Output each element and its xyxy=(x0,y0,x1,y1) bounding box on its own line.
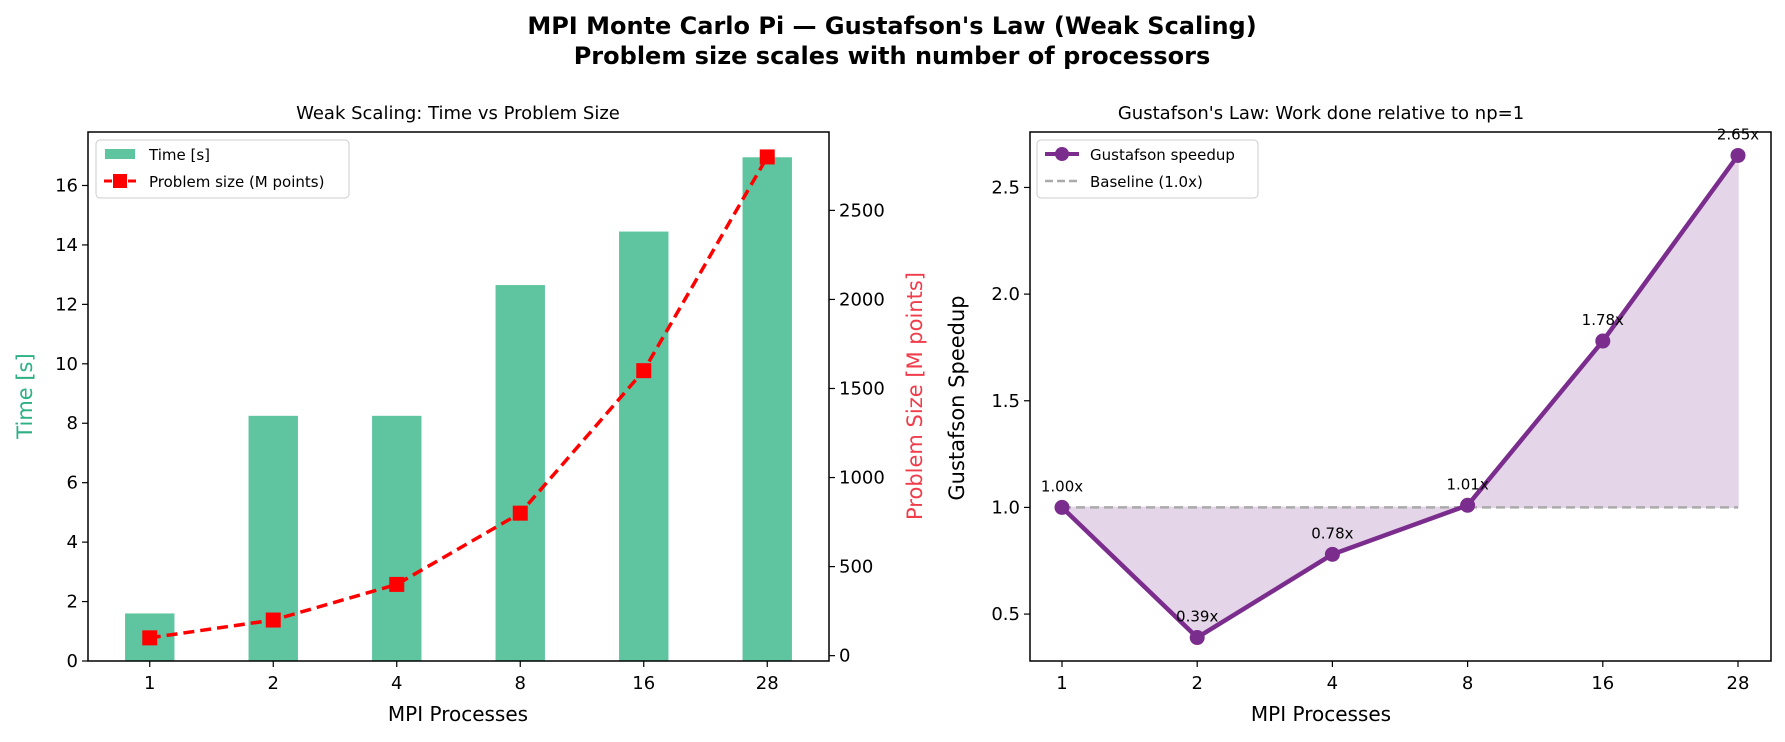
left-y-tick-label-8: 8 xyxy=(67,413,78,434)
problem-size-marker-28 xyxy=(759,149,775,165)
left-chart-title: Weak Scaling: Time vs Problem Size xyxy=(296,103,620,124)
left-x-tick-label-16: 16 xyxy=(632,673,655,694)
right-y-tick-label-1000: 1000 xyxy=(839,468,885,489)
right-x-tick-label-2: 2 xyxy=(1191,673,1202,694)
speedup-marker-16 xyxy=(1595,333,1611,349)
legend-problem-size-marker xyxy=(113,174,127,188)
figure-suptitle-line1: MPI Monte Carlo Pi — Gustafson's Law (We… xyxy=(527,12,1256,40)
legend-speedup-marker xyxy=(1055,147,1069,161)
right-plot-area: 1.00x 0.39x 0.78x 1.01x 1.78x 2.65x 1 2 4 8 16 28 0.… xyxy=(991,125,1772,694)
speedup-marker-28 xyxy=(1730,147,1746,163)
right-plot-frame xyxy=(1029,131,1772,662)
speedup-data-label-4: 0.78x xyxy=(1311,524,1353,542)
speedup-data-label-16: 1.78x xyxy=(1582,311,1624,329)
right-x-tick-label-4: 4 xyxy=(1327,673,1338,694)
time-bar-4 xyxy=(372,415,422,661)
left-y-tick-label-14: 14 xyxy=(55,235,78,256)
speedup-data-label-1: 1.00x xyxy=(1041,477,1083,495)
speedup-y-tick-label-1.5: 1.5 xyxy=(991,391,1020,412)
left-y-tick-label-2: 2 xyxy=(67,592,78,613)
left-x-tick-label-2: 2 xyxy=(268,673,279,694)
left-y-tick-label-16: 16 xyxy=(55,175,78,196)
right-legend: Gustafson speedup Baseline (1.0x) xyxy=(1036,139,1259,199)
speedup-y-tick-label-2.5: 2.5 xyxy=(991,177,1020,198)
speedup-marker-1 xyxy=(1054,499,1070,515)
left-y-tick-label-10: 10 xyxy=(55,354,78,375)
problem-size-marker-4 xyxy=(389,576,405,592)
right-x-tick-label-16: 16 xyxy=(1591,673,1614,694)
speedup-data-label-28: 2.65x xyxy=(1717,125,1759,143)
left-y-tick-label-0: 0 xyxy=(67,651,78,672)
right-y-tick-label-500: 500 xyxy=(839,557,873,578)
right-chart-title: Gustafson's Law: Work done relative to n… xyxy=(1118,103,1524,124)
right-legend-box xyxy=(1036,139,1259,199)
time-bar-28 xyxy=(742,157,792,661)
right-x-tick-label-1: 1 xyxy=(1056,673,1067,694)
left-legend-box xyxy=(95,139,350,199)
right-y-tick-label-2500: 2500 xyxy=(839,200,885,221)
speedup-data-label-2: 0.39x xyxy=(1176,608,1218,626)
left-x-tick-label-28: 28 xyxy=(756,673,779,694)
legend-time-swatch xyxy=(105,149,135,159)
speedup-marker-2 xyxy=(1189,630,1205,646)
problem-size-marker-16 xyxy=(636,363,652,379)
left-x-axis-label: MPI Processes xyxy=(388,702,528,726)
speedup-y-tick-label-2: 2.0 xyxy=(991,284,1020,305)
speedup-y-axis-label: Gustafson Speedup xyxy=(945,295,969,500)
speedup-line xyxy=(1060,154,1740,640)
problem-size-marker-1 xyxy=(142,630,158,646)
legend-speedup-label: Gustafson speedup xyxy=(1090,146,1235,164)
right-y-tick-label-2000: 2000 xyxy=(839,289,885,310)
left-y-tick-label-6: 6 xyxy=(67,473,78,494)
speedup-data-label-8: 1.01x xyxy=(1446,475,1488,493)
problem-size-marker-2 xyxy=(265,612,281,628)
right-y-axis-label: Problem Size [M points] xyxy=(903,272,927,520)
time-bar-8 xyxy=(495,285,545,661)
legend-baseline-label: Baseline (1.0x) xyxy=(1090,173,1203,191)
left-y-tick-label-4: 4 xyxy=(67,532,78,553)
left-plot-area: 1 2 4 8 16 2802468101214160500100015002000250… xyxy=(55,131,885,694)
figure-suptitle-line2: Problem size scales with number of proce… xyxy=(574,42,1211,70)
right-y-tick-label-1500: 1500 xyxy=(839,378,885,399)
left-x-tick-label-1: 1 xyxy=(144,673,155,694)
speedup-marker-4 xyxy=(1324,546,1340,562)
problem-size-marker-8 xyxy=(512,505,528,521)
left-legend: Time [s] Problem size (M points) xyxy=(95,139,350,199)
left-plot-frame xyxy=(87,131,830,662)
right-x-axis-label: MPI Processes xyxy=(1251,702,1391,726)
time-bar-16 xyxy=(619,231,669,661)
right-x-tick-label-8: 8 xyxy=(1462,673,1473,694)
speedup-y-tick-label-0.5: 0.5 xyxy=(991,604,1020,625)
speedup-marker-8 xyxy=(1460,497,1476,513)
right-y-tick-label-0: 0 xyxy=(839,646,850,667)
left-x-tick-label-8: 8 xyxy=(515,673,526,694)
problem-size-line xyxy=(149,156,769,640)
gustafson-chart: Gustafson's Law: Work done relative to n… xyxy=(945,103,1772,726)
left-y-tick-label-12: 12 xyxy=(55,294,78,315)
left-x-tick-label-4: 4 xyxy=(391,673,402,694)
left-y-axis-label: Time [s] xyxy=(13,353,37,439)
right-x-tick-label-28: 28 xyxy=(1727,673,1750,694)
legend-problem-size-label: Problem size (M points) xyxy=(149,173,324,191)
speedup-y-tick-label-1: 1.0 xyxy=(991,497,1020,518)
legend-time-label: Time [s] xyxy=(148,146,210,164)
